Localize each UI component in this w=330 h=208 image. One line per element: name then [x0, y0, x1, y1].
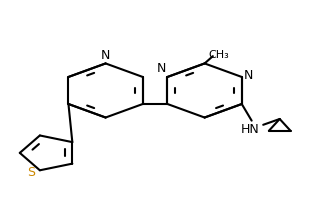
Text: HN: HN	[241, 123, 259, 136]
Text: S: S	[28, 166, 36, 179]
Text: CH₃: CH₃	[208, 50, 229, 60]
Text: N: N	[156, 62, 166, 75]
Text: N: N	[244, 69, 253, 82]
Text: N: N	[101, 49, 110, 62]
